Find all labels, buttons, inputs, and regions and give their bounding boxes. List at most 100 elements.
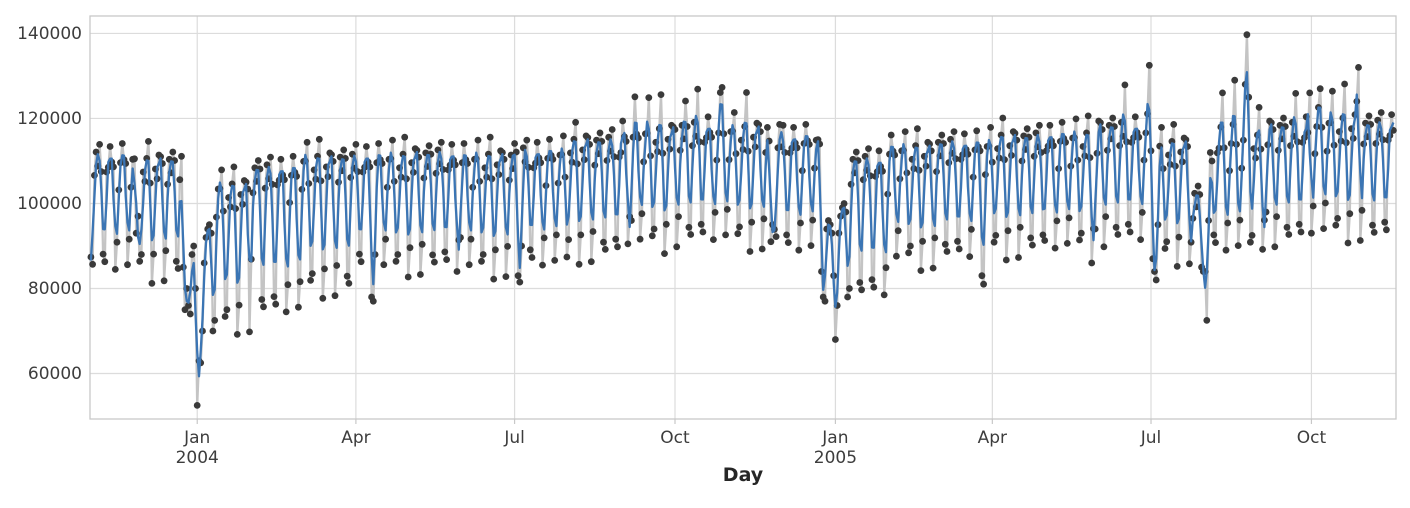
data-point: [209, 327, 217, 335]
data-point: [575, 260, 583, 268]
data-point: [722, 231, 729, 239]
data-point: [919, 237, 926, 245]
data-point: [840, 200, 848, 207]
data-point: [418, 240, 426, 248]
data-point: [1004, 227, 1012, 235]
data-point: [193, 402, 201, 409]
data-point: [1247, 238, 1254, 246]
data-point: [211, 317, 219, 324]
data-point: [1137, 236, 1144, 244]
data-point: [340, 146, 348, 154]
data-point: [1097, 119, 1104, 127]
data-point: [589, 228, 597, 235]
data-point: [1381, 218, 1389, 226]
data-point: [1124, 220, 1132, 228]
data-point: [675, 213, 682, 221]
data-point: [486, 133, 494, 141]
x-tick-year-label: 2004: [176, 448, 219, 468]
data-point: [246, 328, 253, 336]
data-point: [499, 149, 506, 156]
data-point: [941, 240, 949, 248]
data-point: [478, 257, 485, 265]
data-point: [389, 136, 396, 144]
data-point: [186, 310, 194, 318]
data-point: [999, 114, 1007, 122]
data-point: [1383, 226, 1390, 234]
data-point: [1088, 259, 1096, 267]
data-point: [560, 132, 567, 140]
data-point: [1152, 276, 1160, 284]
data-point: [1231, 76, 1239, 84]
data-point: [907, 242, 914, 250]
data-point: [413, 146, 421, 154]
data-point: [795, 246, 803, 254]
data-point: [1114, 231, 1122, 238]
x-tick-label: Jan: [183, 428, 210, 448]
data-point: [832, 336, 839, 343]
data-point: [125, 235, 133, 243]
data-point: [926, 140, 933, 148]
data-point: [619, 117, 627, 125]
data-point: [779, 121, 787, 129]
data-point: [1175, 233, 1183, 241]
data-point: [943, 248, 951, 255]
data-point: [1309, 202, 1317, 210]
data-point: [258, 296, 266, 303]
data-point: [1053, 217, 1061, 225]
data-point: [188, 251, 196, 258]
data-point: [662, 220, 670, 228]
data-point: [711, 209, 719, 216]
data-point: [673, 243, 681, 251]
x-tick-label: Oct: [660, 428, 690, 448]
data-point: [1077, 229, 1085, 237]
data-point: [1016, 223, 1024, 231]
y-tick-label: 120000: [17, 109, 82, 129]
data-point: [682, 97, 689, 105]
data-point: [1297, 228, 1305, 236]
data-point: [523, 136, 531, 144]
data-point: [992, 232, 1000, 239]
data-point: [1322, 199, 1329, 207]
data-point: [551, 257, 559, 264]
data-point: [1370, 229, 1378, 236]
data-point: [467, 235, 475, 243]
data-point: [631, 93, 639, 101]
data-point: [441, 248, 449, 256]
data-point: [894, 227, 902, 235]
data-point: [113, 238, 121, 246]
data-point: [1112, 223, 1120, 231]
data-point: [1002, 256, 1010, 264]
data-point: [1320, 225, 1327, 233]
data-point: [1222, 246, 1230, 254]
data-point: [307, 277, 314, 284]
data-point: [687, 231, 695, 238]
data-point: [767, 238, 775, 246]
data-point: [260, 303, 267, 311]
data-point: [303, 138, 311, 146]
data-point: [1036, 121, 1043, 129]
data-point: [185, 302, 192, 309]
data-point: [162, 247, 170, 255]
data-point: [1346, 210, 1354, 218]
data-point: [584, 134, 592, 142]
data-point: [150, 250, 158, 258]
data-point: [914, 125, 921, 133]
data-point: [333, 262, 341, 269]
data-point: [1236, 216, 1244, 224]
data-point: [352, 141, 360, 148]
data-point: [1039, 231, 1047, 239]
data-point: [99, 250, 107, 258]
data-point: [160, 277, 168, 285]
data-point: [1206, 149, 1214, 156]
data-point: [973, 127, 981, 135]
data-point: [1109, 114, 1117, 122]
data-point: [315, 135, 323, 143]
data-point: [736, 223, 743, 231]
data-point: [966, 253, 974, 260]
data-point: [790, 124, 797, 131]
data-point: [636, 235, 644, 243]
data-point: [553, 231, 560, 239]
data-point: [1234, 242, 1242, 250]
data-point: [1365, 112, 1373, 120]
data-point: [1015, 254, 1022, 261]
